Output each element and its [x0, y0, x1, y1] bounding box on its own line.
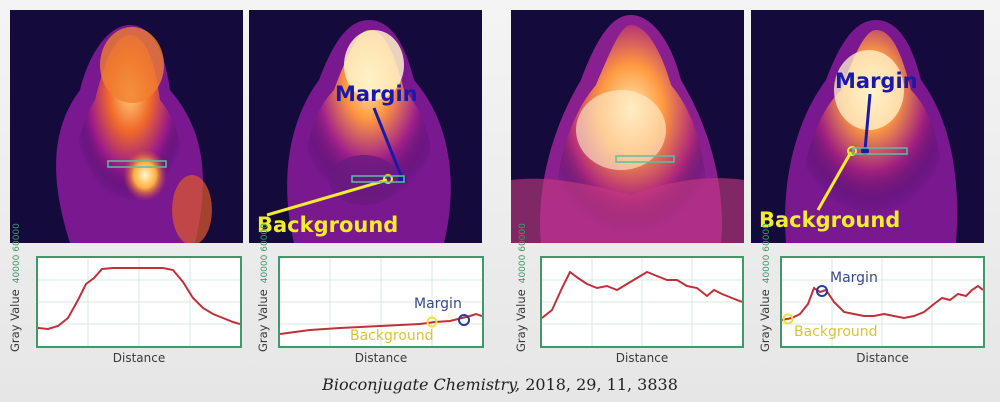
margin-marker-2: [458, 314, 470, 326]
margin-marker-4: [816, 285, 828, 297]
plot-annotation-margin-2: Margin: [414, 296, 462, 312]
thermal-figure-4: [785, 20, 958, 243]
x-axis-label-2: Distance: [354, 351, 408, 365]
profile-plot-3: Gray Value40000 60000 Distance: [512, 223, 744, 368]
thermal-image-3: [511, 10, 744, 243]
image-label-margin-2: Margin: [335, 82, 418, 106]
thermal-figure-1: [56, 25, 212, 243]
plot-annotation-background-2: Background: [350, 328, 434, 344]
profile-plot-4: Gray Value40000 60000 Margin Background …: [756, 223, 985, 368]
thermal-image-4: Margin Background: [751, 10, 984, 243]
profile-plot-2: Gray Value40000 60000 Margin Background …: [254, 223, 484, 368]
image-label-margin-4: Margin: [835, 69, 918, 93]
ytick-2b: 60000: [260, 223, 270, 252]
y-axis-label-4: Gray Value40000 60000: [758, 223, 772, 352]
thermal-image-1: [10, 10, 243, 243]
plot-frame-2: Margin Background: [278, 256, 484, 348]
thermal-figure-2: [266, 20, 451, 243]
y-axis-label-2: Gray Value40000 60000: [256, 223, 270, 352]
thermal-figure-3: [511, 15, 744, 243]
thermal-image-2: Margin Background: [249, 10, 482, 243]
ytick-2a: 40000: [260, 254, 270, 284]
ytick-1a: 40000: [12, 254, 22, 284]
plot-annotation-background-4: Background: [794, 324, 878, 340]
profile-curve-1: [38, 267, 240, 331]
background-marker-4: [782, 313, 794, 325]
y-axis-label-3: Gray Value40000 60000: [514, 223, 528, 352]
x-axis-label-1: Distance: [112, 351, 166, 365]
profile-chart-1: [38, 258, 240, 346]
ytick-4b: 60000: [762, 223, 772, 252]
y-axis-label-1: Gray Value40000 60000: [8, 223, 22, 352]
citation-details: 2018, 29, 11, 3838: [520, 375, 678, 394]
ytick-4a: 40000: [762, 254, 772, 284]
x-axis-label-4: Distance: [856, 351, 909, 365]
profile-chart-4: [782, 258, 983, 346]
plot-frame-1: [36, 256, 242, 348]
profile-plot-1: Gray Value40000 60000 Distance: [6, 223, 242, 368]
plot-frame-4: Margin Background: [780, 256, 985, 348]
image-label-background-2: Background: [257, 213, 399, 237]
ytick-3a: 40000: [518, 254, 528, 284]
background-marker-2: [426, 316, 438, 328]
x-axis-label-3: Distance: [615, 351, 669, 365]
profile-chart-3: [542, 258, 742, 346]
plot-frame-3: [540, 256, 744, 348]
profile-curve-4: [782, 284, 983, 321]
citation-journal: Bioconjugate Chemistry,: [322, 375, 521, 394]
profile-chart-2: [280, 258, 482, 346]
ytick-1b: 60000: [12, 223, 22, 252]
profile-curve-3: [542, 270, 742, 319]
image-label-background-4: Background: [759, 208, 901, 232]
ytick-3b: 60000: [518, 223, 528, 252]
citation: Bioconjugate Chemistry, 2018, 29, 11, 38…: [0, 375, 1000, 394]
plot-annotation-margin-4: Margin: [830, 270, 878, 286]
